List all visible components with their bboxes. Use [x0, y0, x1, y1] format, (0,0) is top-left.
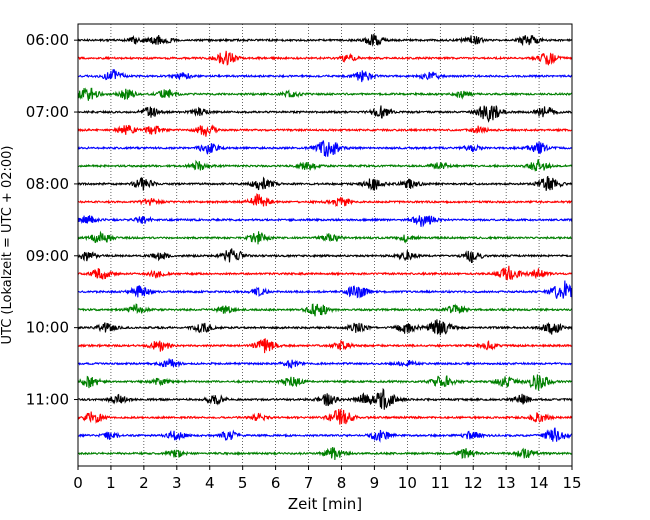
trace-0815 — [77, 193, 573, 207]
trace-0600 — [77, 33, 573, 47]
x-axis-label: Zeit [min] — [288, 495, 362, 513]
y-tick-label: 10:00 — [26, 319, 69, 337]
x-tick-label: 15 — [562, 474, 581, 492]
y-tick-label: 06:00 — [26, 31, 69, 49]
trace-0630 — [77, 69, 573, 83]
trace-0645 — [77, 87, 573, 101]
x-tick-label: 8 — [337, 474, 347, 492]
trace-0800 — [77, 175, 573, 191]
trace-0900 — [77, 248, 573, 264]
x-tick-label: 0 — [73, 474, 83, 492]
trace-1100 — [77, 387, 573, 410]
x-tick-label: 6 — [271, 474, 281, 492]
trace-0730 — [77, 140, 573, 157]
y-tick-label: 07:00 — [26, 103, 69, 121]
y-axis-ticks: 06:00 07:00 08:00 09:00 10:00 11:00 — [26, 31, 78, 409]
x-tick-label: 7 — [304, 474, 314, 492]
trace-0700 — [77, 105, 573, 123]
trace-1145 — [77, 447, 573, 461]
x-tick-label: 9 — [370, 474, 380, 492]
trace-0945 — [77, 303, 573, 317]
x-tick-label: 13 — [497, 474, 516, 492]
trace-1000 — [77, 319, 573, 336]
y-axis-label: UTC (Lokalzeit = UTC + 02:00) — [0, 146, 15, 345]
trace-1130 — [77, 427, 573, 443]
x-tick-label: 2 — [139, 474, 149, 492]
trace-0615 — [77, 50, 573, 66]
trace-0845 — [77, 230, 573, 245]
trace-0930 — [77, 280, 573, 299]
trace-1015 — [77, 338, 573, 354]
seismic-traces — [77, 33, 573, 461]
x-tick-label: 4 — [205, 474, 215, 492]
y-tick-label: 09:00 — [26, 247, 69, 265]
trace-0745 — [77, 159, 573, 173]
trace-1045 — [77, 374, 573, 391]
y-tick-label: 08:00 — [26, 175, 69, 193]
x-tick-label: 3 — [172, 474, 182, 492]
x-tick-label: 5 — [238, 474, 248, 492]
x-axis-ticks: 0 1 2 3 4 5 6 7 8 9 10 11 12 13 14 15 — [73, 466, 582, 492]
trace-1115 — [77, 408, 573, 425]
trace-0915 — [77, 265, 573, 281]
trace-0830 — [77, 215, 573, 228]
y-tick-label: 11:00 — [26, 391, 69, 409]
plot-frame — [77, 23, 573, 467]
trace-1030 — [77, 358, 573, 369]
trace-0715 — [77, 124, 573, 137]
x-tick-label: 14 — [530, 474, 549, 492]
x-tick-label: 12 — [464, 474, 483, 492]
x-tick-label: 1 — [106, 474, 116, 492]
x-tick-label: 11 — [431, 474, 450, 492]
x-tick-label: 10 — [398, 474, 417, 492]
